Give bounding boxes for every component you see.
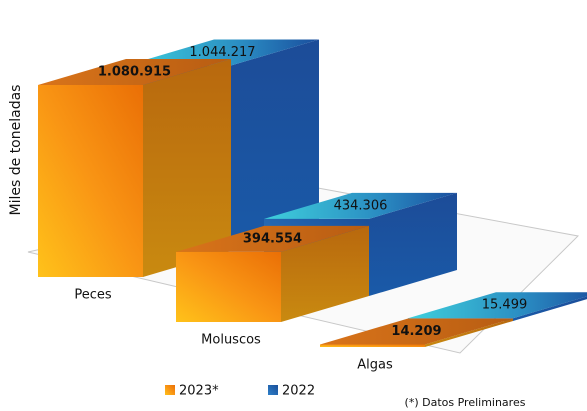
legend-label: 2022 bbox=[282, 384, 315, 399]
x-tick-label: Peces bbox=[74, 288, 112, 303]
bar bbox=[38, 59, 231, 277]
legend-swatch bbox=[165, 385, 175, 395]
bar-front bbox=[38, 85, 143, 277]
bar-side bbox=[143, 59, 231, 277]
value-label: 15.499 bbox=[482, 298, 528, 313]
bar bbox=[176, 225, 369, 322]
value-label: 394.554 bbox=[243, 231, 302, 246]
bar-side bbox=[513, 296, 587, 321]
bar-front bbox=[320, 344, 425, 347]
value-label: 1.044.217 bbox=[189, 45, 255, 60]
bar-side bbox=[281, 225, 369, 322]
bar-top bbox=[408, 292, 587, 319]
note: (*) Datos Preliminares bbox=[405, 396, 526, 409]
bar-side bbox=[369, 192, 457, 296]
bar-top bbox=[176, 225, 369, 252]
x-tick-label: Algas bbox=[357, 358, 393, 373]
value-label: 434.306 bbox=[334, 198, 388, 213]
bar-side bbox=[425, 318, 513, 347]
bar-top bbox=[320, 318, 513, 345]
value-label: 1.080.915 bbox=[98, 65, 171, 80]
legend-label: 2023* bbox=[179, 384, 219, 399]
y-axis-label: Miles de toneladas bbox=[8, 85, 24, 216]
value-label: 14.209 bbox=[391, 324, 441, 339]
x-tick-label: Moluscos bbox=[201, 333, 261, 348]
bar-top bbox=[264, 192, 457, 219]
bar-front bbox=[176, 251, 281, 322]
bar-top bbox=[38, 59, 231, 85]
bar bbox=[320, 318, 513, 347]
legend-swatch bbox=[268, 385, 278, 395]
bar-side bbox=[231, 39, 319, 251]
